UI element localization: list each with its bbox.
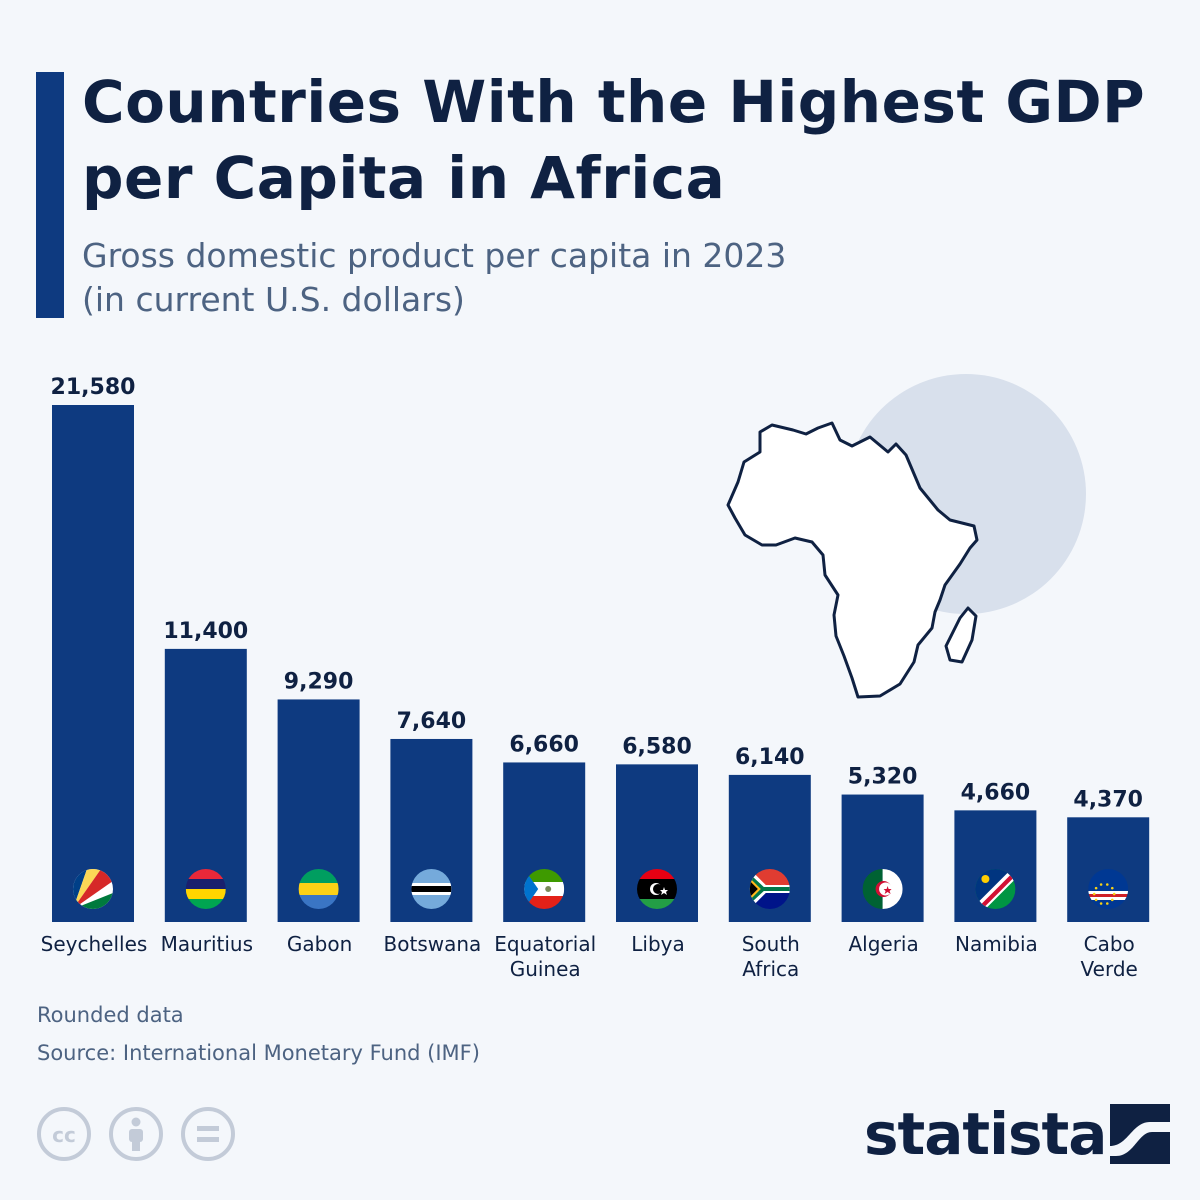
category-label-line: Algeria	[848, 932, 918, 956]
value-label: 4,370	[1073, 787, 1143, 812]
category-label: Mauritius	[161, 932, 253, 956]
value-label: 6,140	[735, 745, 805, 770]
category-label-line: Mauritius	[161, 932, 253, 956]
chart-title: Countries With the Highest GDP per Capit…	[82, 68, 1146, 212]
svg-text:cc: cc	[52, 1123, 76, 1147]
value-label: 7,640	[397, 709, 467, 734]
category-label: Botswana	[384, 932, 482, 956]
value-label: 6,660	[509, 732, 579, 757]
category-label: Gabon	[287, 932, 352, 956]
bar-1	[52, 405, 134, 922]
mauritius-flag-icon	[185, 869, 226, 909]
category-label-line: Guinea	[510, 957, 581, 981]
brand-name: statista	[864, 1100, 1107, 1168]
botswana-flag-icon	[411, 869, 452, 909]
bar-chart: 21,580 Seychelles 11,400 Mauritius 9,290 Gabo…	[41, 374, 1150, 981]
category-label-line: Namibia	[955, 932, 1038, 956]
seychelles-flag-icon	[73, 869, 113, 909]
category-label-line: Cabo	[1084, 932, 1135, 956]
value-label: 4,660	[961, 780, 1031, 805]
value-label: 9,290	[284, 669, 354, 694]
madagascar-map-icon	[944, 606, 978, 664]
title-accent-bar	[36, 72, 64, 318]
category-label-line: Seychelles	[41, 932, 148, 956]
category-label-line: Gabon	[287, 932, 352, 956]
source-note: Source: International Monetary Fund (IMF…	[37, 1041, 480, 1065]
cc-icon[interactable]: cc	[37, 1107, 91, 1161]
equatorial-guinea-flag-icon	[524, 869, 565, 909]
subtitle-line-1: Gross domestic product per capita in 202…	[82, 236, 787, 275]
license-icons: cc	[37, 1107, 235, 1161]
category-label: Seychelles	[41, 932, 148, 956]
value-label: 21,580	[51, 375, 136, 400]
gabon-flag-icon	[298, 869, 339, 909]
statista-logo-mark-icon	[1110, 1104, 1170, 1164]
category-label: Algeria	[848, 932, 918, 956]
value-label: 11,400	[163, 619, 248, 644]
statista-logo[interactable]: statista	[860, 1098, 1170, 1172]
value-label: 6,580	[622, 734, 692, 759]
chart-subtitle: Gross domestic product per capita in 202…	[82, 234, 1082, 322]
category-label-line: Verde	[1081, 957, 1138, 981]
algeria-flag-icon	[862, 869, 903, 909]
attribution-icon[interactable]	[109, 1107, 163, 1161]
category-label-line: South	[742, 932, 800, 956]
category-label-line: Libya	[631, 932, 685, 956]
rounded-data-note: Rounded data	[37, 1003, 184, 1027]
category-label: Equatorial Guinea	[494, 932, 596, 981]
bars-layer: 21,580 Seychelles 11,400 Mauritius 9,290 Gabo…	[41, 375, 1150, 981]
no-derivatives-icon[interactable]	[181, 1107, 235, 1161]
namibia-flag-icon	[975, 869, 1016, 909]
category-label: Namibia	[955, 932, 1038, 956]
africa-map-illustration	[726, 374, 1086, 699]
subtitle-line-2: (in current U.S. dollars)	[82, 280, 465, 319]
category-label: Cabo Verde	[1081, 932, 1138, 981]
category-label-line: Africa	[742, 957, 799, 981]
south-africa-flag-icon	[749, 869, 790, 909]
category-label-line: Botswana	[384, 932, 482, 956]
africa-map-icon	[726, 421, 979, 699]
category-label: South Africa	[742, 932, 800, 981]
value-label: 5,320	[848, 765, 918, 790]
cabo-verde-flag-icon	[1088, 869, 1129, 909]
category-label-line: Equatorial	[494, 932, 596, 956]
libya-flag-icon	[637, 869, 677, 909]
category-label: Libya	[631, 932, 685, 956]
